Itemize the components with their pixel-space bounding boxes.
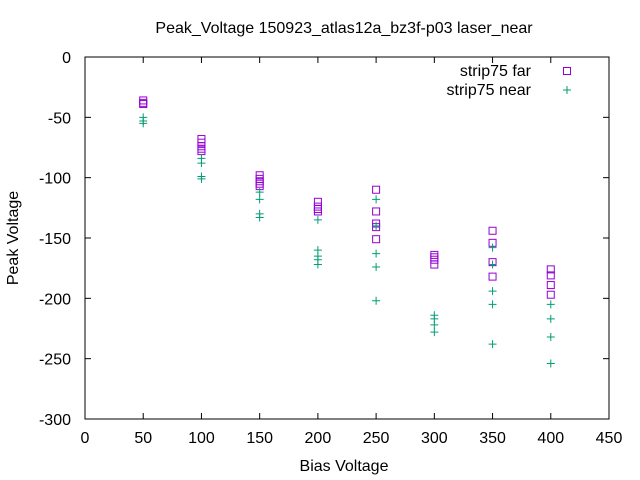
series-0 [139,96,555,299]
square-point-marker [430,255,439,264]
plus-point-marker [546,314,555,323]
x-tick-label: 300 [421,430,448,447]
square-point-marker [430,260,439,269]
plus-point-marker [372,221,381,230]
axes-layer: 0 50 100 150 200 250 300 350 400 450 0 -50 -100 -150 -… [39,50,622,447]
plus-point-marker [197,159,206,168]
plus-point-marker [488,287,497,296]
plus-point-marker [546,300,555,309]
plus-point-marker [255,195,264,204]
plus-point-marker [197,174,206,183]
square-point-marker [313,207,322,216]
square-point-marker [313,197,322,206]
y-tick-label: -200 [39,291,71,308]
plus-point-marker [372,262,381,271]
square-point-marker [546,281,555,290]
legend-label: strip75 far [460,63,532,80]
y-tick-label: -50 [48,110,71,127]
y-tick-label: 0 [62,50,71,67]
plus-point-marker [430,320,439,329]
points-layer [139,96,555,368]
square-point-marker [139,100,148,109]
square-point-marker [430,253,439,262]
plus-point-marker [546,332,555,341]
plus-point-marker [313,260,322,269]
plus-point-marker [255,213,264,222]
square-point-marker [372,207,381,216]
legend-square-marker [563,67,571,75]
plus-point-marker [255,188,264,197]
legend-plus-marker [563,86,571,94]
plus-point-marker [372,195,381,204]
plus-point-marker [488,340,497,349]
y-tick-label: -250 [39,352,71,369]
plus-point-marker [139,119,148,128]
plus-point-marker [546,359,555,368]
plus-point-marker [372,249,381,258]
square-point-marker [197,147,206,156]
y-tick-label: -100 [39,171,71,188]
square-point-marker [313,205,322,214]
legend-label: strip75 near [447,82,532,99]
chart-title: Peak_Voltage 150923_atlas12a_bz3f-p03 la… [155,20,533,37]
x-tick-label: 200 [305,430,332,447]
x-tick-label: 150 [246,430,273,447]
square-point-marker [546,271,555,280]
square-point-marker [313,202,322,211]
x-tick-label: 0 [81,430,90,447]
plus-point-marker [488,300,497,309]
plus-point-marker [430,328,439,337]
plus-point-marker [488,243,497,252]
square-point-marker [255,179,264,188]
square-point-marker [546,290,555,299]
x-tick-label: 100 [188,430,215,447]
square-point-marker [488,226,497,235]
square-point-marker [372,185,381,194]
x-tick-label: 350 [479,430,506,447]
x-tick-label: 400 [537,430,564,447]
square-point-marker [488,272,497,281]
legend: strip75 far strip75 near [447,63,571,99]
x-tick-label: 450 [596,430,623,447]
plus-point-marker [488,260,497,269]
plot-area-border [84,56,610,420]
plus-point-marker [372,296,381,305]
y-tick-label: -150 [39,231,71,248]
x-axis-label: Bias Voltage [300,458,389,475]
square-point-marker [372,235,381,244]
series-1 [139,113,555,368]
x-tick-label: 250 [363,430,390,447]
square-point-marker [430,250,439,259]
y-axis-label: Peak Voltage [5,191,22,285]
y-tick-label: -300 [39,412,71,429]
x-tick-label: 50 [134,430,152,447]
plus-point-marker [313,215,322,224]
square-point-marker [546,265,555,274]
